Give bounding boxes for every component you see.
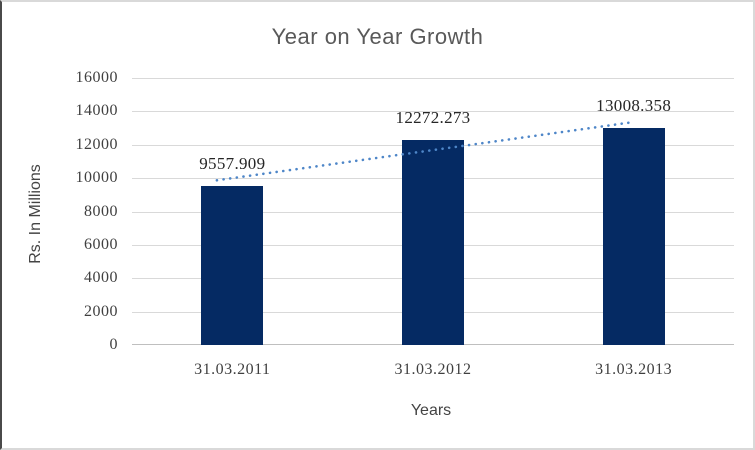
y-tick-label: 8000	[84, 202, 118, 220]
gridline	[132, 78, 734, 79]
bar-data-label: 9557.909	[199, 153, 266, 173]
y-tick-label: 0	[109, 336, 118, 353]
chart-title: Year on Year Growth	[271, 24, 484, 49]
y-tick-label: 6000	[84, 235, 118, 253]
x-axis-title: Years	[410, 402, 452, 419]
y-tick-label: 10000	[75, 169, 118, 187]
plot-area: 9557.909 12272.273 13008.358	[132, 78, 734, 345]
y-tick-label: 16000	[75, 69, 118, 86]
bar	[201, 185, 264, 345]
bar-data-label: 13008.358	[596, 95, 672, 115]
gridline	[132, 111, 734, 113]
x-tick-label: 31.03.2012	[394, 361, 472, 378]
x-tick-label: 31.03.2013	[595, 361, 673, 378]
bar	[402, 140, 464, 345]
x-tick-label: 31.03.2011	[194, 361, 271, 378]
y-tick-label: 12000	[75, 135, 118, 153]
y-tick-label: 4000	[84, 269, 118, 287]
y-tick-label: 2000	[84, 302, 118, 320]
bar-data-label: 12272.273	[395, 108, 471, 128]
bar	[602, 127, 665, 345]
y-tick-label: 14000	[75, 102, 118, 120]
trendline	[215, 120, 634, 182]
